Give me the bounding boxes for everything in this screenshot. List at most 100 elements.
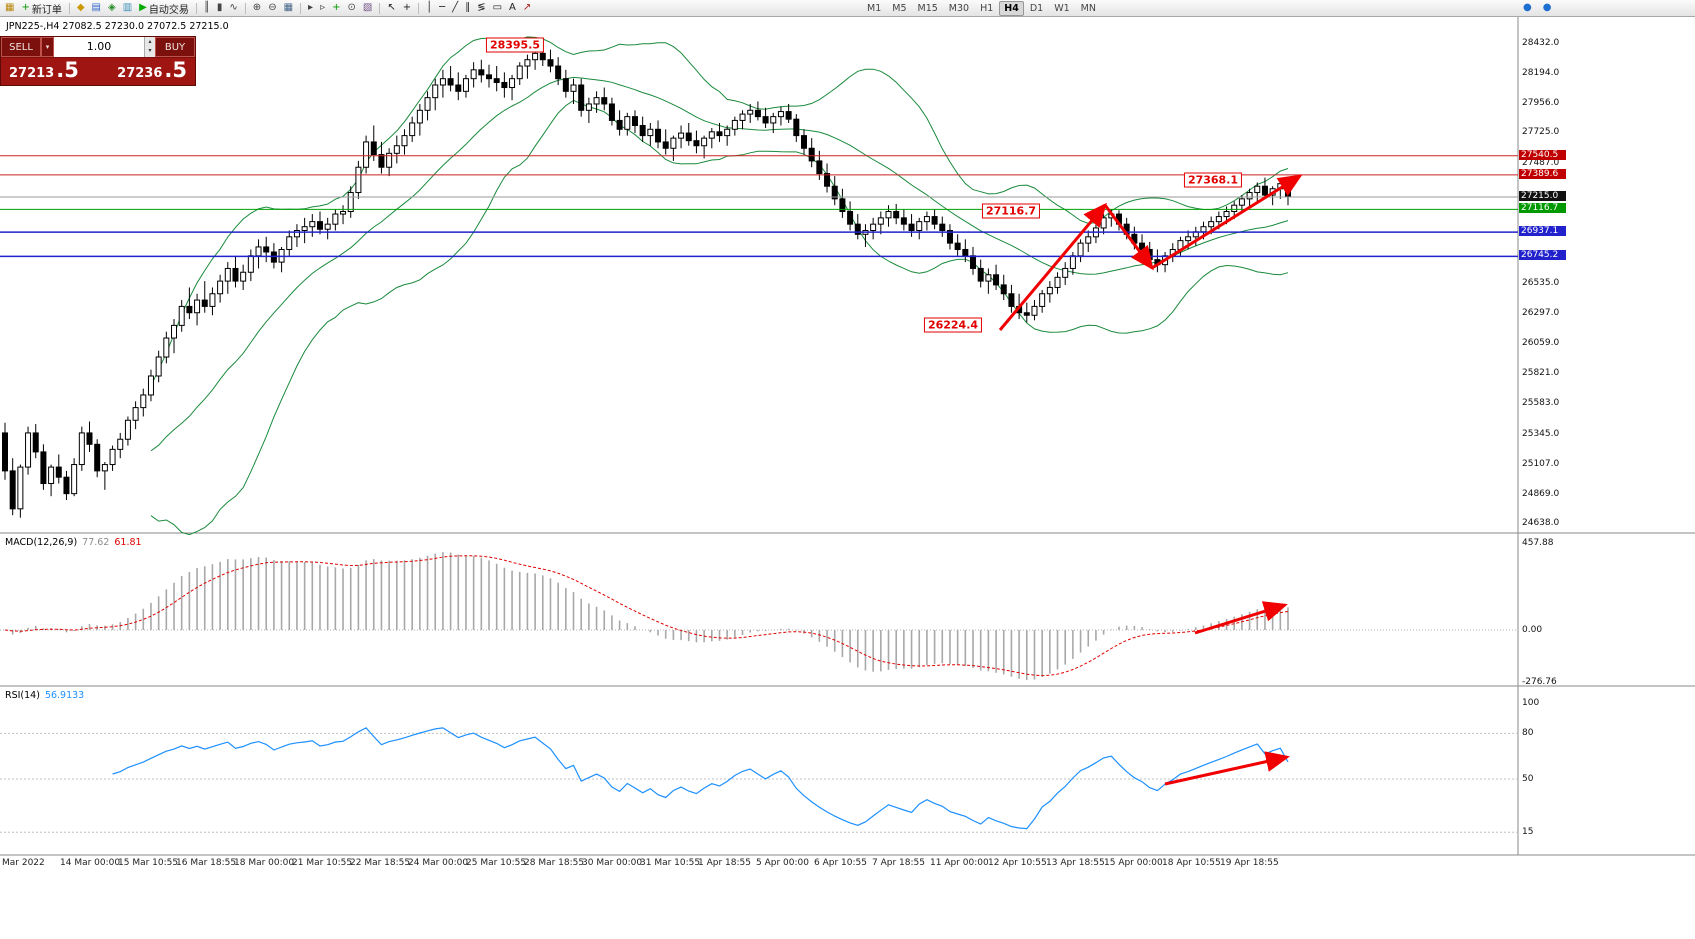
candle (777, 111, 784, 118)
periods-icon: ⊙ (347, 2, 356, 13)
crosshair-icon[interactable]: + (400, 1, 414, 15)
candle (931, 216, 938, 225)
timeframe-m1[interactable]: M1 (867, 3, 882, 14)
price-axis-tick: 25107.0 (1522, 458, 1560, 469)
time-axis-label: 24 Mar 00:00 (408, 858, 469, 868)
terminal-icon[interactable]: ▥ (120, 1, 135, 15)
candlestick-chart-icon[interactable]: ▮ (214, 1, 226, 15)
volume-up-button[interactable]: ▴ (148, 38, 152, 45)
zoom-out-icon[interactable]: ⊖ (265, 1, 279, 15)
shapes-icon[interactable]: ▭ (490, 1, 505, 15)
indicators-icon[interactable]: + (329, 1, 343, 15)
candle (140, 394, 147, 409)
timeframe-h4[interactable]: H4 (999, 1, 1024, 16)
time-axis-label: 11 Apr 00:00 (930, 858, 989, 868)
volume-value: 1.00 (86, 40, 112, 53)
time-axis-label: Mar 2022 (2, 858, 45, 868)
candle (401, 135, 408, 147)
line-chart-icon[interactable]: ∿ (226, 1, 240, 15)
periods-icon[interactable]: ⊙ (344, 1, 358, 15)
candle (747, 109, 754, 115)
timeframe-m15[interactable]: M15 (917, 3, 938, 14)
order-type-dropdown[interactable]: ▾ (41, 37, 54, 57)
candle (1046, 286, 1053, 295)
candle (562, 78, 569, 92)
tile-windows-icon[interactable]: ▦ (281, 1, 296, 15)
candle (470, 69, 477, 80)
timeframe-m5[interactable]: M5 (892, 3, 907, 14)
zoom-in-icon[interactable]: ⊕ (250, 1, 264, 15)
fibonacci-icon[interactable]: ≶ (474, 1, 488, 15)
bollinger-band-line (150, 36, 1289, 387)
horizontal-line-icon[interactable]: ─ (436, 1, 448, 15)
macd-signal-line (4, 555, 1289, 677)
notifications-icon[interactable]: ● (1540, 1, 1555, 15)
candle (885, 211, 892, 219)
candle (616, 119, 623, 130)
candle (194, 299, 201, 314)
candle (462, 78, 469, 92)
data-window-icon[interactable]: ▤ (89, 1, 104, 15)
navigator-icon[interactable]: ◈ (105, 1, 119, 15)
chart-shift-icon[interactable]: ▹ (317, 1, 328, 15)
autotrade-button[interactable]: ▶ 自动交易 (136, 1, 192, 16)
sell-button[interactable]: SELL (1, 37, 41, 57)
buy-button[interactable]: BUY (155, 37, 195, 57)
candle (363, 141, 370, 168)
new-order-button[interactable]: + 新订单 (18, 1, 64, 16)
channel-icon[interactable]: ∥ (462, 1, 473, 15)
candle (785, 111, 792, 120)
market-watch-icon[interactable]: ◆ (74, 1, 88, 15)
candle (739, 113, 746, 121)
cursor-icon[interactable]: ↖ (384, 1, 398, 15)
macd-scale-label: -276.76 (1522, 676, 1557, 687)
time-axis-label: 7 Apr 18:55 (872, 858, 925, 868)
candle (1008, 293, 1015, 307)
volume-down-button[interactable]: ▾ (148, 47, 152, 54)
candle (1023, 312, 1030, 316)
charts-icon[interactable]: ▦ (2, 1, 17, 15)
text-icon[interactable]: A (506, 1, 519, 15)
candle (416, 109, 423, 124)
chart-shift-icon: ▹ (320, 2, 326, 13)
candle (1246, 192, 1253, 200)
macd-main-value: 77.62 (82, 537, 110, 548)
candle (409, 122, 416, 137)
vertical-line-icon: │ (426, 2, 433, 13)
bar-chart-icon[interactable]: ║ (201, 1, 213, 15)
trendline-icon[interactable]: ╱ (449, 1, 461, 15)
candle (217, 280, 224, 295)
volume-field[interactable]: 1.00 ▴ ▾ (54, 37, 155, 57)
rsi-scale-label: 80 (1522, 728, 1534, 739)
candle (1200, 226, 1207, 233)
community-icon[interactable]: ● (1520, 1, 1535, 15)
timeframe-h1[interactable]: H1 (980, 3, 994, 14)
arrows-icon: ↗ (522, 2, 532, 13)
templates-icon[interactable]: ▧ (360, 1, 375, 15)
trend-arrow-up-2 (1151, 174, 1303, 270)
time-axis-label: 28 Mar 18:55 (524, 858, 585, 868)
vertical-line-icon[interactable]: │ (423, 1, 435, 15)
cursor-icon: ↖ (387, 2, 396, 13)
zoom-out-icon: ⊖ (268, 2, 277, 13)
timeframe-m30[interactable]: M30 (948, 3, 970, 14)
sell-price[interactable]: 27213 .5 (9, 60, 79, 82)
buy-price[interactable]: 27236 .5 (117, 60, 187, 82)
candle (847, 211, 854, 225)
candle (117, 438, 124, 450)
timeframe-mn[interactable]: MN (1080, 3, 1096, 14)
timeframe-w1[interactable]: W1 (1054, 3, 1070, 14)
timeframe-d1[interactable]: D1 (1029, 3, 1044, 14)
candle (94, 443, 101, 472)
candle (32, 432, 39, 453)
auto-scroll-icon[interactable]: ▸ (305, 1, 316, 15)
candle (40, 451, 47, 485)
price-axis-tick: 24869.0 (1522, 488, 1560, 499)
candle (808, 147, 815, 162)
candle (555, 65, 562, 80)
candle (1185, 236, 1192, 242)
arrows-icon[interactable]: ↗ (520, 1, 534, 15)
candle (1208, 221, 1215, 228)
time-axis-label: 25 Mar 10:55 (466, 858, 527, 868)
